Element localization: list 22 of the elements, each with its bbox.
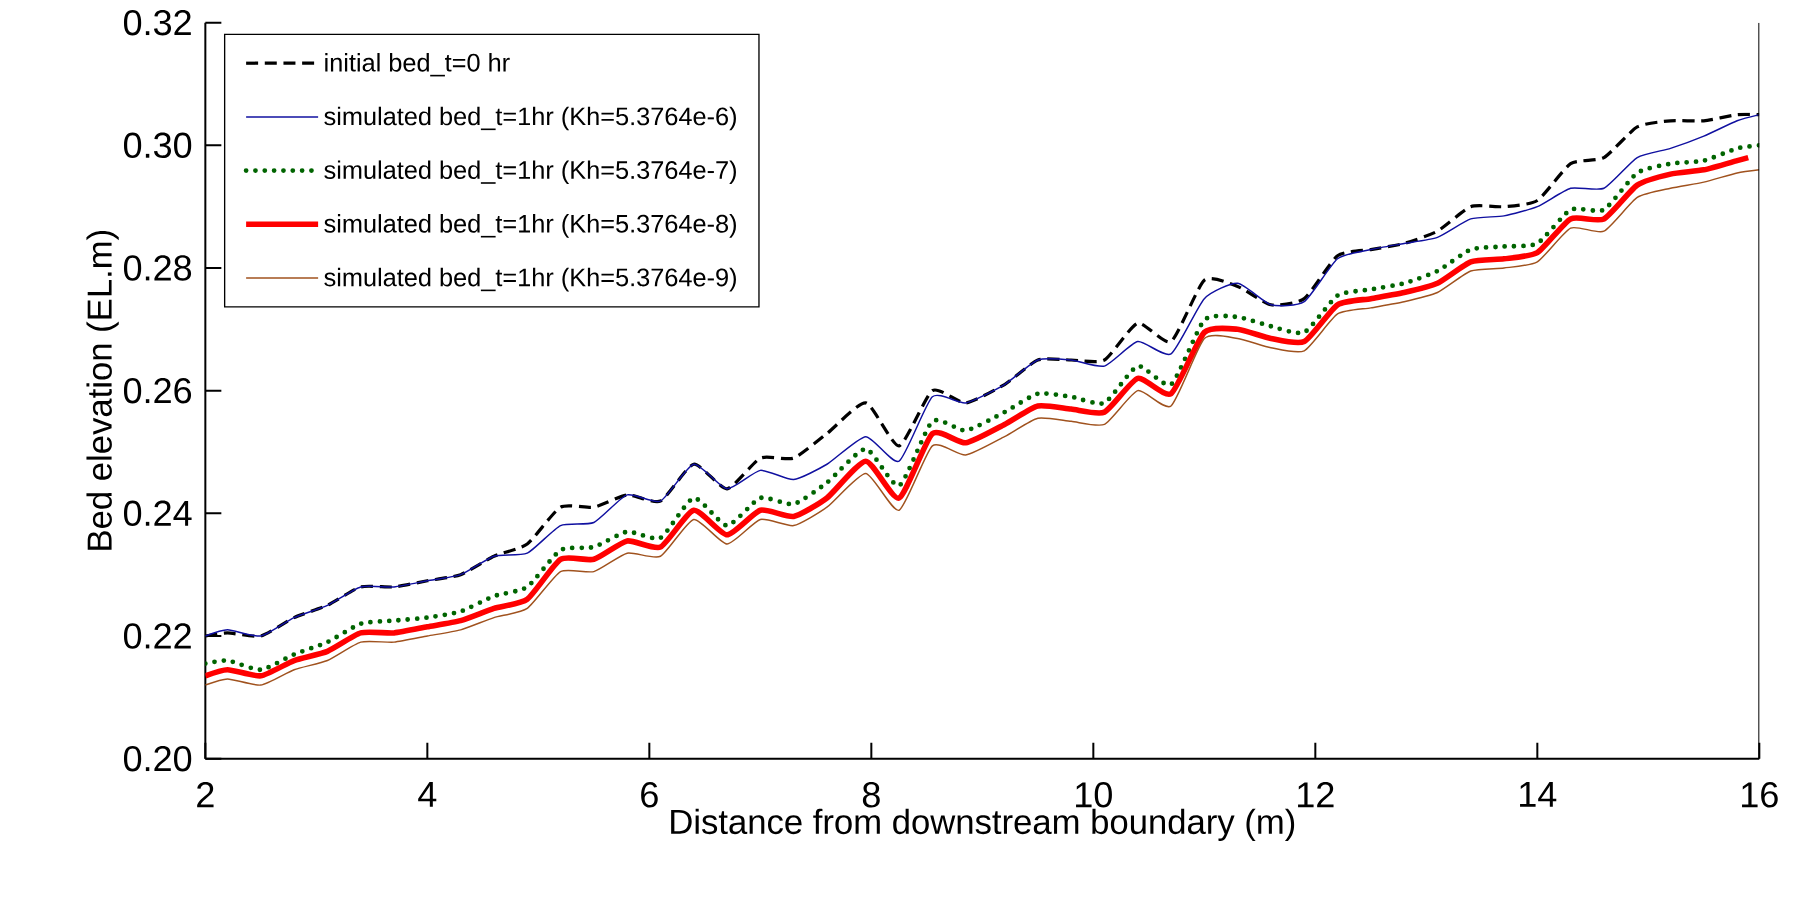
legend-label: simulated bed_t=1hr (Kh=5.3764e-7)	[324, 160, 736, 185]
y-tick-label: 0.32	[123, 9, 191, 36]
y-tick-label: 0.24	[123, 500, 192, 527]
x-tick-label: 14	[1520, 782, 1557, 807]
y-tick-label: 0.22	[123, 623, 191, 649]
x-tick-label: 2	[197, 782, 214, 808]
legend-label: simulated bed_t=1hr (Kh=5.3764e-6)	[324, 106, 736, 131]
x-tick-label: 16	[1742, 782, 1778, 808]
y-tick-label: 0.20	[123, 745, 192, 772]
y-tick-label: 0.26	[123, 377, 192, 404]
x-tick-label: 4	[418, 782, 437, 807]
legend-label: simulated bed_t=1hr (Kh=5.3764e-9)	[324, 267, 736, 292]
y-tick-label: 0.28	[123, 255, 192, 281]
x-tick-label: 6	[641, 782, 658, 808]
legend-label: initial bed_t=0 hr	[325, 53, 510, 77]
x-tick-label: 8	[862, 782, 880, 808]
y-tick-label: 0.30	[123, 132, 192, 159]
x-tick-label: 12	[1298, 782, 1334, 808]
legend-label: simulated bed_t=1hr (Kh=5.3764e-8)	[324, 214, 736, 238]
x-axis-title: Distance from downstream boundary (m)	[671, 808, 1295, 841]
x-tick-label: 10	[1076, 782, 1112, 808]
y-axis-title: Bed elevation (EL.m)	[86, 231, 119, 550]
